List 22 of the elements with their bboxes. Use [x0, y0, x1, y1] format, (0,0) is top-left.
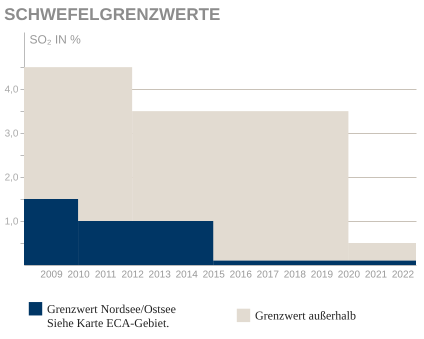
x-tick-label: 2016 [230, 270, 252, 280]
x-tick-label: 2009 [40, 270, 64, 280]
legend-label: Grenzwert Nordsee/Ostsee Siehe Karte ECA-Gebiet. [47, 302, 176, 330]
x-tick-label: 2012 [122, 270, 144, 280]
x-tick-label: 2015 [202, 270, 226, 280]
chart-title: SCHWEFELGRENZWERTE [4, 5, 220, 24]
x-tick-label: 2021 [364, 270, 388, 280]
y-tick-label: 4,0 [4, 84, 19, 96]
x-tick-label: 2011 [94, 270, 117, 280]
x-tick-label: 2019 [310, 270, 334, 280]
x-tick-label: 2018 [284, 270, 306, 280]
y-tick-label: 1,0 [4, 216, 19, 228]
x-tick-label: 2013 [148, 270, 172, 280]
legend-label: Grenzwert außerhalb [255, 308, 356, 322]
x-tick-label: 2020 [338, 270, 360, 280]
x-tick-label: 2010 [67, 270, 90, 280]
x-tick-label: 2017 [256, 270, 280, 280]
y-tick-label: 2,0 [4, 172, 19, 184]
y-tick-label: 3,0 [4, 128, 19, 140]
x-tick-label: 2014 [176, 270, 198, 280]
y-axis-title: SO₂ IN % [30, 32, 82, 46]
x-tick-label: 2022 [392, 270, 415, 280]
